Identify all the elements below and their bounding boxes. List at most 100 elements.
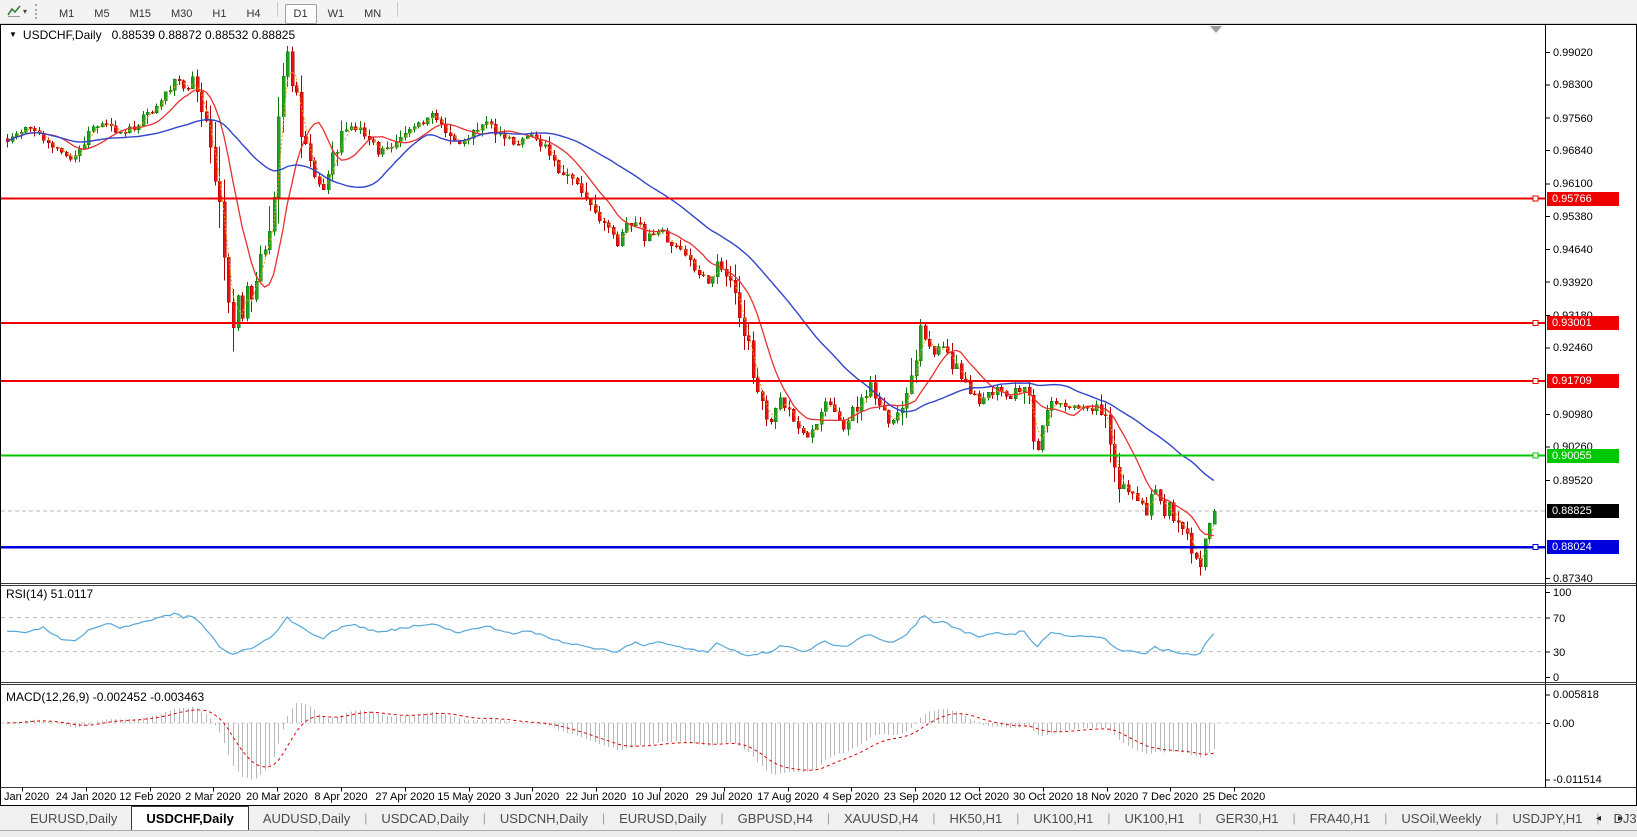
price-level-badge: 0.90055 bbox=[1547, 449, 1619, 463]
rsi-label: RSI(14) 51.0117 bbox=[6, 587, 94, 601]
toolbar-separator bbox=[276, 1, 278, 17]
date-axis-label: 25 Dec 2020 bbox=[1202, 791, 1266, 803]
tab-GER30-H1[interactable]: GER30,H1 bbox=[1215, 810, 1279, 826]
tab-separator: | bbox=[1596, 811, 1600, 825]
date-axis-label: 7 Dec 2020 bbox=[1141, 791, 1199, 803]
window-edge bbox=[0, 830, 1637, 837]
chart-shift-marker-icon bbox=[1210, 26, 1222, 33]
tab-HK50-H1[interactable]: HK50,H1 bbox=[949, 810, 1003, 826]
tab-USDCAD-Daily[interactable]: USDCAD,Daily bbox=[381, 810, 469, 826]
tab-USOil-Weekly[interactable]: USOil,Weekly bbox=[1401, 810, 1482, 826]
macd-label: MACD(12,26,9) -0.002452 -0.003463 bbox=[6, 690, 205, 704]
timeframe-M1[interactable]: M1 bbox=[59, 7, 75, 20]
tab-UK100-H1[interactable]: UK100,H1 bbox=[1033, 810, 1094, 826]
tab-separator: | bbox=[720, 811, 724, 825]
tab-XAUUSD-H4[interactable]: XAUUSD,H4 bbox=[843, 810, 919, 826]
price-axis-tick: 0.92460 bbox=[1553, 342, 1593, 354]
timeframe-W1[interactable]: W1 bbox=[327, 7, 345, 20]
tab-separator: | bbox=[826, 811, 830, 825]
date-axis-label: 10 Jul 2020 bbox=[631, 791, 689, 803]
tab-USDJPY-H1[interactable]: USDJPY,H1 bbox=[1512, 810, 1583, 826]
chart-tab-bar: EURUSD,Daily USDCHF,Daily AUDUSD,Daily | USD… bbox=[0, 806, 1637, 830]
ohlc-values: 0.88539 0.88872 0.88532 0.88825 bbox=[111, 27, 296, 42]
price-level-badge: 0.91709 bbox=[1547, 374, 1619, 388]
rsi-axis-tick: 100 bbox=[1553, 587, 1572, 599]
date-axis-label: 12 Feb 2020 bbox=[119, 791, 181, 803]
timeframe-D1[interactable]: D1 bbox=[284, 3, 317, 24]
date-axis-label: 29 Jul 2020 bbox=[695, 791, 753, 803]
chart-tabs: EURUSD,Daily USDCHF,Daily AUDUSD,Daily | USD… bbox=[16, 806, 1637, 830]
date-axis-label: 18 Nov 2020 bbox=[1075, 791, 1139, 803]
chart-title: ▼ USDCHF,Daily 0.88539 0.88872 0.88532 0… bbox=[0, 27, 295, 42]
tab-separator: | bbox=[364, 811, 368, 825]
date-axis-label: 22 Jun 2020 bbox=[565, 791, 627, 803]
rsi-axis-tick: 0 bbox=[1553, 672, 1560, 684]
tab-EURUSD-Daily[interactable]: EURUSD,Daily bbox=[30, 810, 118, 826]
date-axis-label: 20 Mar 2020 bbox=[246, 791, 308, 803]
tab-separator: | bbox=[1292, 811, 1296, 825]
price-axis-tick: 0.98300 bbox=[1553, 79, 1593, 91]
date-axis-label: 15 May 2020 bbox=[437, 791, 501, 803]
tab-separator: | bbox=[482, 811, 486, 825]
rsi-axis-tick: 30 bbox=[1553, 647, 1566, 659]
tab-separator: | bbox=[932, 811, 936, 825]
date-axis-label: 2 Mar 2020 bbox=[185, 791, 241, 803]
date-axis-label: 27 Apr 2020 bbox=[375, 791, 435, 803]
price-level-badge: 0.95766 bbox=[1547, 192, 1619, 206]
dropdown-caret-icon[interactable]: ▾ bbox=[23, 7, 28, 16]
date-axis-label: 4 Sep 2020 bbox=[822, 791, 880, 803]
price-axis-tick: 0.93920 bbox=[1553, 277, 1593, 289]
tab-separator: | bbox=[1384, 811, 1388, 825]
tab-FRA40-H1[interactable]: FRA40,H1 bbox=[1309, 810, 1371, 826]
date-axis-label: 8 Apr 2020 bbox=[314, 791, 368, 803]
price-axis-tick: 0.95380 bbox=[1553, 211, 1593, 223]
timeframe-toolbar: ▾ M1 M5 M15 M30 H1 H4 D1 W1 MN bbox=[0, 0, 1637, 24]
toolbar-grip[interactable] bbox=[35, 4, 39, 19]
timeframe-H1[interactable]: H1 bbox=[212, 7, 227, 20]
date-axis-label: 17 Aug 2020 bbox=[757, 791, 819, 803]
macd-axis-tick: -0.011514 bbox=[1553, 774, 1602, 786]
price-axis-tick: 0.96840 bbox=[1553, 145, 1593, 157]
timeframe-M5[interactable]: M5 bbox=[94, 7, 110, 20]
chart-plot[interactable] bbox=[0, 24, 1637, 806]
line-studies-icon[interactable] bbox=[5, 4, 23, 20]
tab-USDCHF-Daily[interactable]: USDCHF,Daily bbox=[131, 806, 249, 830]
price-axis-tick: 0.90980 bbox=[1553, 409, 1593, 421]
tab-USDCNH-Daily[interactable]: USDCNH,Daily bbox=[499, 810, 589, 826]
tab-separator: | bbox=[1495, 811, 1499, 825]
collapse-icon[interactable]: ▼ bbox=[9, 30, 17, 39]
timeframe-MN[interactable]: MN bbox=[364, 7, 382, 20]
tab-scroll-right-icon[interactable]: ▸ bbox=[1617, 812, 1623, 824]
price-axis-tick: 0.89520 bbox=[1553, 475, 1593, 487]
price-axis-tick: 0.96100 bbox=[1553, 178, 1593, 190]
date-axis-label: 24 Jan 2020 bbox=[55, 791, 117, 803]
date-axis-label: 3 Jun 2020 bbox=[504, 791, 560, 803]
timeframe-buttons: M1 M5 M15 M30 H1 H4 D1 W1 MN bbox=[49, 1, 404, 24]
date-axis-label: 23 Sep 2020 bbox=[883, 791, 947, 803]
timeframe-H4[interactable]: H4 bbox=[246, 7, 261, 20]
price-axis-tick: 0.94640 bbox=[1553, 244, 1593, 256]
price-level-badge: 0.88825 bbox=[1547, 504, 1619, 518]
date-axis-label: 12 Oct 2020 bbox=[949, 791, 1009, 803]
tab-EURUSD-Daily[interactable]: EURUSD,Daily bbox=[619, 810, 707, 826]
rsi-axis-tick: 70 bbox=[1553, 613, 1566, 625]
tab-separator: | bbox=[602, 811, 606, 825]
macd-axis-tick: 0.00 bbox=[1553, 718, 1575, 730]
tab-UK100-H1[interactable]: UK100,H1 bbox=[1124, 810, 1185, 826]
tab-AUDUSD-Daily[interactable]: AUDUSD,Daily bbox=[262, 810, 351, 826]
tab-separator: | bbox=[1107, 811, 1111, 825]
tab-scroll-left-icon[interactable]: ◂ bbox=[1595, 812, 1601, 824]
toolbar-separator bbox=[397, 1, 399, 17]
tab-DJ30-Daily[interactable]: DJ30,Daily bbox=[1613, 810, 1637, 826]
price-axis-tick: 0.99020 bbox=[1553, 47, 1593, 59]
timeframe-M30[interactable]: M30 bbox=[170, 7, 193, 20]
price-axis-tick: 0.97560 bbox=[1553, 113, 1593, 125]
tab-GBPUSD-H4[interactable]: GBPUSD,H4 bbox=[737, 810, 813, 826]
macd-axis-tick: 0.005818 bbox=[1553, 689, 1599, 701]
tab-separator: | bbox=[1198, 811, 1202, 825]
timeframe-M15[interactable]: M15 bbox=[129, 7, 151, 20]
price-axis-tick: 0.87340 bbox=[1553, 573, 1593, 585]
date-axis-label: 30 Oct 2020 bbox=[1013, 791, 1073, 803]
price-level-badge: 0.93001 bbox=[1547, 316, 1619, 330]
